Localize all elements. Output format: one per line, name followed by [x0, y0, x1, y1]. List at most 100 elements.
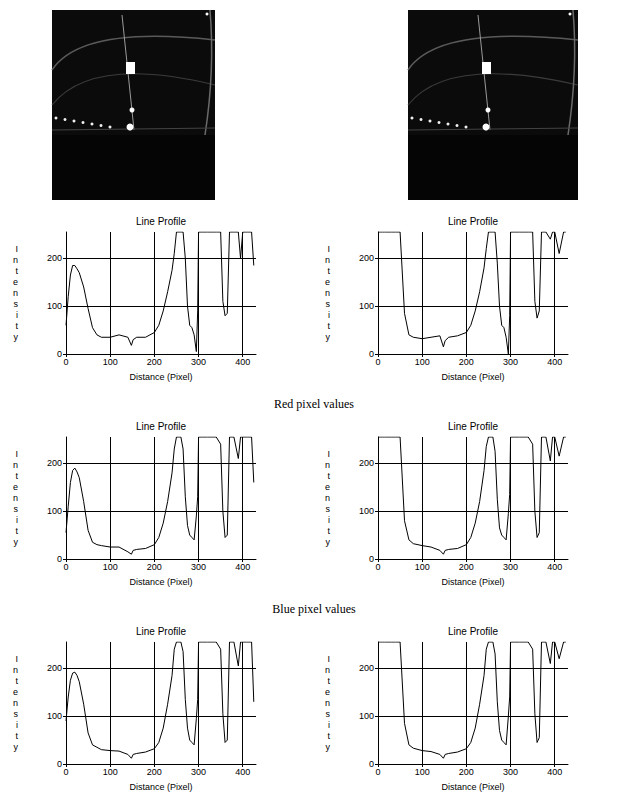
svg-text:i: i: [16, 310, 18, 320]
svg-text:n: n: [13, 255, 18, 265]
svg-text:s: s: [326, 504, 331, 514]
svg-text:100: 100: [47, 301, 62, 311]
svg-text:Line Profile: Line Profile: [136, 216, 186, 227]
svg-text:0: 0: [57, 554, 62, 564]
svg-text:200: 200: [47, 253, 62, 263]
svg-text:e: e: [325, 482, 330, 492]
svg-text:300: 300: [503, 767, 518, 777]
svg-text:y: y: [326, 537, 331, 547]
svg-text:e: e: [325, 277, 330, 287]
svg-text:Line Profile: Line Profile: [448, 216, 498, 227]
svg-text:200: 200: [147, 767, 162, 777]
svg-text:Blue pixel values: Blue pixel values: [272, 602, 356, 616]
svg-text:n: n: [13, 460, 18, 470]
svg-text:t: t: [327, 321, 330, 331]
svg-text:s: s: [14, 299, 19, 309]
svg-text:100: 100: [359, 506, 374, 516]
svg-text:I: I: [327, 654, 330, 664]
svg-text:n: n: [13, 493, 18, 503]
svg-text:i: i: [328, 720, 330, 730]
svg-text:100: 100: [103, 357, 118, 367]
svg-text:t: t: [15, 266, 18, 276]
svg-text:n: n: [325, 288, 330, 298]
svg-text:Line Profile: Line Profile: [448, 626, 498, 637]
svg-text:i: i: [328, 515, 330, 525]
svg-text:t: t: [15, 471, 18, 481]
svg-text:100: 100: [47, 506, 62, 516]
svg-text:300: 300: [191, 562, 206, 572]
svg-text:n: n: [13, 288, 18, 298]
svg-text:100: 100: [359, 301, 374, 311]
svg-text:0: 0: [369, 349, 374, 359]
svg-text:y: y: [14, 332, 19, 342]
svg-text:t: t: [327, 526, 330, 536]
svg-text:Line Profile: Line Profile: [136, 421, 186, 432]
svg-text:200: 200: [459, 767, 474, 777]
svg-text:i: i: [16, 720, 18, 730]
svg-text:n: n: [13, 665, 18, 675]
svg-text:Line Profile: Line Profile: [136, 626, 186, 637]
svg-text:0: 0: [63, 357, 68, 367]
svg-text:I: I: [15, 244, 18, 254]
svg-text:t: t: [327, 471, 330, 481]
svg-text:200: 200: [359, 663, 374, 673]
svg-text:0: 0: [369, 759, 374, 769]
svg-text:400: 400: [235, 357, 250, 367]
svg-text:t: t: [327, 266, 330, 276]
svg-text:0: 0: [375, 767, 380, 777]
svg-text:e: e: [13, 277, 18, 287]
svg-text:400: 400: [547, 562, 562, 572]
svg-text:0: 0: [63, 562, 68, 572]
svg-text:200: 200: [459, 357, 474, 367]
svg-text:200: 200: [459, 562, 474, 572]
svg-text:s: s: [326, 709, 331, 719]
svg-text:400: 400: [547, 357, 562, 367]
svg-text:100: 100: [415, 562, 430, 572]
svg-text:0: 0: [63, 767, 68, 777]
svg-text:i: i: [328, 310, 330, 320]
svg-text:100: 100: [415, 767, 430, 777]
svg-text:I: I: [327, 244, 330, 254]
svg-text:0: 0: [369, 554, 374, 564]
svg-text:100: 100: [47, 711, 62, 721]
svg-text:n: n: [325, 493, 330, 503]
svg-text:200: 200: [147, 357, 162, 367]
svg-text:t: t: [15, 676, 18, 686]
svg-text:I: I: [15, 654, 18, 664]
svg-text:I: I: [327, 449, 330, 459]
svg-text:200: 200: [359, 458, 374, 468]
svg-text:200: 200: [47, 458, 62, 468]
svg-text:200: 200: [147, 562, 162, 572]
svg-text:300: 300: [191, 767, 206, 777]
svg-text:Red pixel values: Red pixel values: [274, 397, 354, 411]
svg-text:400: 400: [235, 767, 250, 777]
svg-text:t: t: [15, 321, 18, 331]
svg-text:t: t: [327, 731, 330, 741]
svg-text:0: 0: [375, 357, 380, 367]
svg-text:n: n: [325, 460, 330, 470]
svg-text:Distance (Pixel): Distance (Pixel): [441, 372, 504, 382]
svg-text:t: t: [15, 526, 18, 536]
svg-text:0: 0: [375, 562, 380, 572]
svg-text:t: t: [327, 676, 330, 686]
svg-text:e: e: [13, 687, 18, 697]
svg-text:s: s: [326, 299, 331, 309]
svg-text:Distance (Pixel): Distance (Pixel): [441, 782, 504, 792]
svg-text:Line Profile: Line Profile: [448, 421, 498, 432]
svg-text:n: n: [325, 665, 330, 675]
svg-text:300: 300: [503, 357, 518, 367]
svg-text:100: 100: [415, 357, 430, 367]
svg-text:100: 100: [359, 711, 374, 721]
svg-text:y: y: [14, 742, 19, 752]
svg-text:y: y: [14, 537, 19, 547]
svg-text:400: 400: [235, 562, 250, 572]
svg-text:y: y: [326, 742, 331, 752]
svg-text:e: e: [13, 482, 18, 492]
svg-text:Distance (Pixel): Distance (Pixel): [129, 782, 192, 792]
svg-text:n: n: [325, 698, 330, 708]
svg-text:t: t: [15, 731, 18, 741]
svg-text:0: 0: [57, 349, 62, 359]
svg-text:100: 100: [103, 767, 118, 777]
svg-text:I: I: [15, 449, 18, 459]
svg-text:s: s: [14, 709, 19, 719]
